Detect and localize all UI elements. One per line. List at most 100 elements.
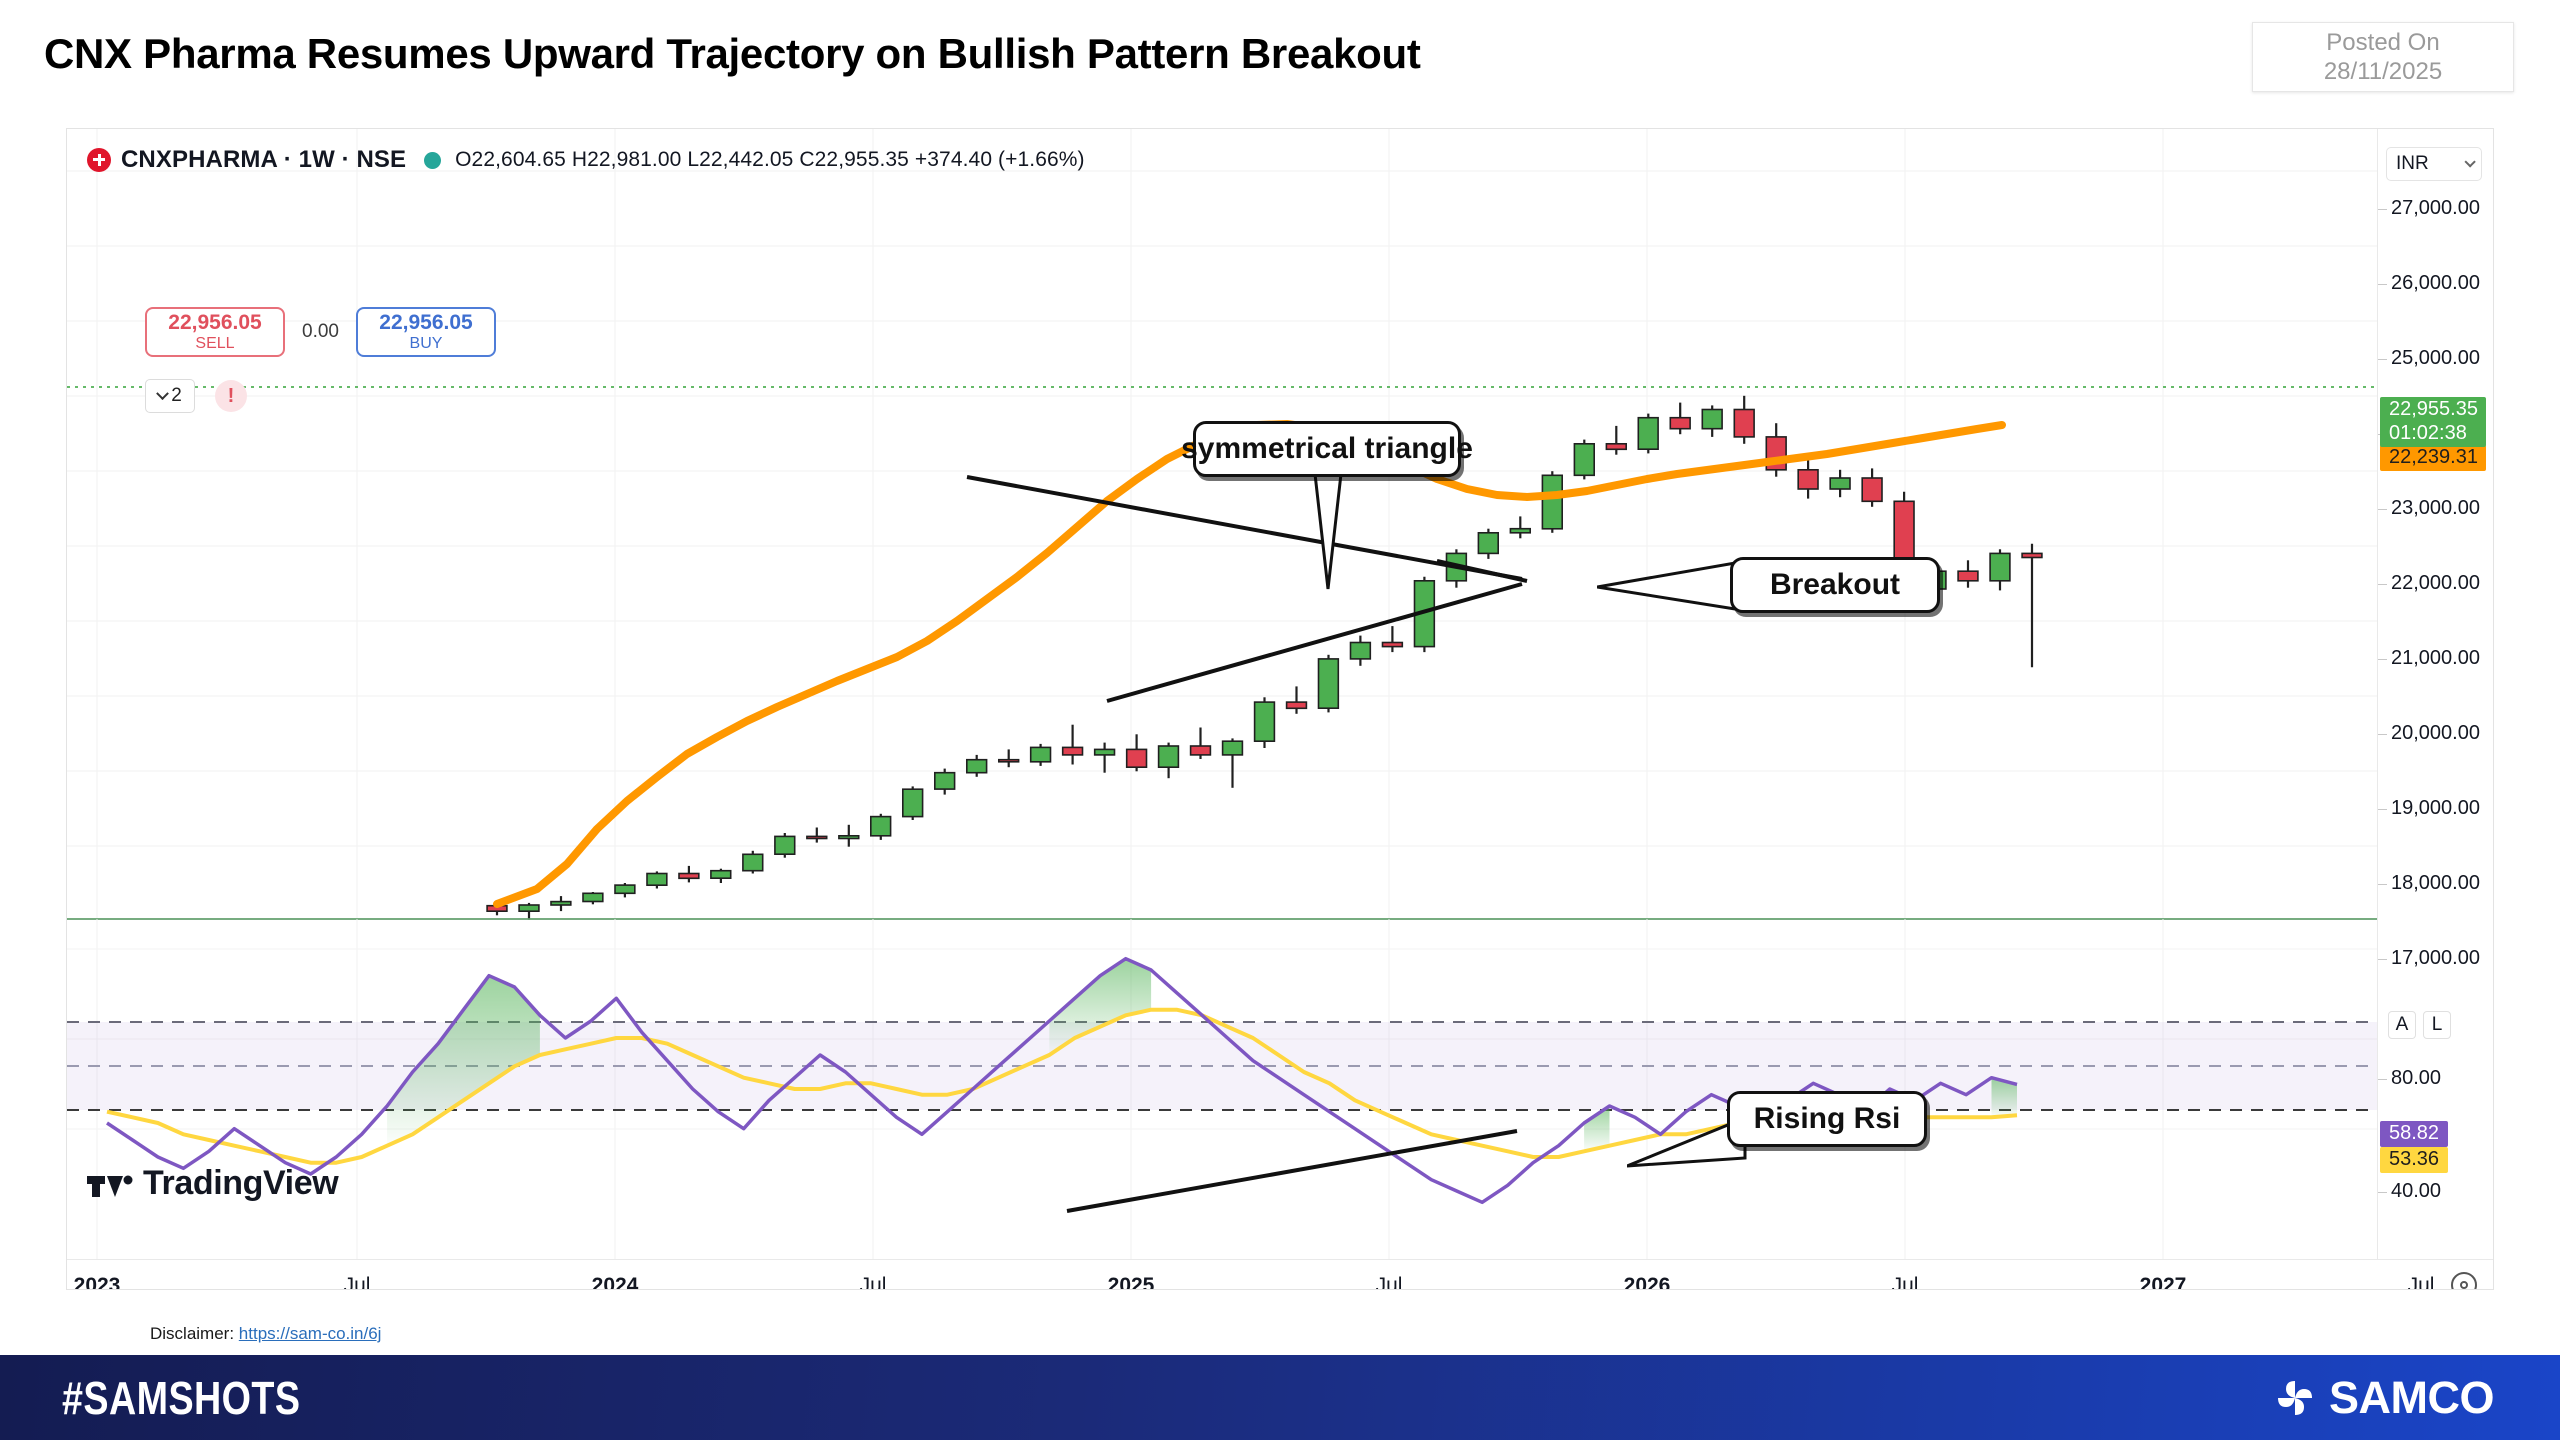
last-price-value: 22,955.35	[2389, 398, 2478, 421]
buy-label: BUY	[409, 334, 443, 352]
callout-symmetrical-triangle: symmetrical triangle	[1181, 421, 1473, 477]
axis-tick	[2378, 884, 2387, 885]
time-tick-label: 2026	[1623, 1274, 1671, 1290]
page-title: CNX Pharma Resumes Upward Trajectory on …	[44, 30, 1421, 77]
ema-price-badge: 22,239.31	[2380, 445, 2486, 471]
callout-breakout-pointer	[1597, 561, 1737, 611]
breakout-trendline-extension	[1436, 559, 1528, 583]
rsi-tick-label: 80.00	[2391, 1067, 2442, 1089]
price-vert-gridlines	[96, 129, 2164, 919]
symbol-label[interactable]: CNXPHARMA · 1W · NSE	[121, 146, 407, 173]
axis-tick	[2378, 1079, 2387, 1080]
price-axis[interactable]: INR 27,000.00 26,000.00 25,000.00 24,000…	[2377, 129, 2493, 1259]
tradingview-wordmark: TradingView	[143, 1164, 339, 1202]
axis-mode-buttons[interactable]: A L	[2388, 1011, 2451, 1039]
time-axis-settings-icon[interactable]	[2451, 1272, 2477, 1289]
rsi-line	[106, 956, 2018, 1205]
auto-scale-button[interactable]: A	[2388, 1011, 2416, 1039]
callout-rising-rsi: Rising Rsi	[1727, 1091, 1927, 1147]
price-tick-label: 26,000.00	[2391, 272, 2480, 294]
disclaimer-label: Disclaimer:	[150, 1324, 235, 1343]
price-pane[interactable]	[67, 129, 2377, 920]
price-tick-label: 22,000.00	[2391, 572, 2480, 594]
price-tick-label: 18,000.00	[2391, 872, 2480, 894]
warning-icon[interactable]: !	[215, 380, 247, 412]
price-plot-svg	[67, 129, 2377, 920]
chevron-down-icon	[156, 386, 170, 400]
price-tick-label: 27,000.00	[2391, 197, 2480, 219]
quantity-row[interactable]: 2 !	[145, 379, 247, 413]
ohlc-values: O22,604.65 H22,981.00 L22,442.05 C22,955…	[455, 148, 1085, 171]
time-tick-label: Jul	[343, 1274, 371, 1290]
trade-buttons-row[interactable]: 22,956.05 SELL 0.00 22,956.05 BUY	[145, 307, 496, 357]
chevron-down-icon	[2464, 156, 2476, 168]
axis-tick	[2378, 734, 2387, 735]
disclaimer: Disclaimer: https://sam-co.in/6j	[150, 1324, 381, 1344]
rsi-ma-value-badge: 53.36	[2380, 1147, 2448, 1173]
log-scale-button[interactable]: L	[2423, 1011, 2451, 1039]
time-axis[interactable]: 2023 Jul 2024 Jul 2025 Jul 2026 Jul 2027…	[67, 1259, 2493, 1290]
rsi-pane[interactable]	[67, 919, 2377, 1259]
footer-hashtag: #SAMSHOTS	[62, 1371, 301, 1424]
axis-tick	[2378, 584, 2387, 585]
price-tick-label: 25,000.00	[2391, 347, 2480, 369]
quantity-value: 2	[171, 385, 182, 406]
axis-tick	[2378, 1192, 2387, 1193]
last-price-badge: 22,955.35 01:02:38	[2380, 397, 2486, 447]
buy-button[interactable]: 22,956.05 BUY	[355, 307, 496, 357]
rsi-tick-label: 40.00	[2391, 1180, 2442, 1202]
time-tick-label: Jul	[1891, 1274, 1919, 1290]
price-tick-label: 21,000.00	[2391, 647, 2480, 669]
sell-button[interactable]: 22,956.05 SELL	[145, 307, 285, 357]
rsi-rising-trendline	[1066, 1129, 1518, 1213]
posted-on-label: Posted On	[2326, 28, 2440, 56]
footer-brand: SAMCO	[2272, 1372, 2495, 1424]
time-tick-label: 2025	[1107, 1274, 1155, 1290]
market-status-dot-icon	[424, 151, 442, 169]
page-footer: #SAMSHOTS SAMCO	[0, 1355, 2560, 1440]
axis-tick	[2378, 284, 2387, 285]
pane-separator	[67, 918, 2377, 920]
samco-pinwheel-icon	[2278, 1380, 2312, 1415]
axis-tick	[2378, 659, 2387, 660]
rsi-moving-average-line	[106, 1007, 2018, 1165]
currency-label: INR	[2396, 153, 2429, 174]
price-tick-label: 20,000.00	[2391, 722, 2480, 744]
tradingview-chart-panel[interactable]: CNXPHARMA · 1W · NSE O22,604.65 H22,981.…	[66, 128, 2494, 1290]
posted-on-box: Posted On 28/11/2025	[2252, 22, 2514, 92]
ema-overlay-line	[493, 420, 2006, 908]
time-tick-label: 2027	[2139, 1274, 2187, 1290]
spread-value: 0.00	[302, 321, 339, 342]
quantity-stepper[interactable]: 2	[145, 379, 195, 413]
tradingview-mark-icon	[87, 1170, 133, 1198]
rsi-plot-svg	[67, 919, 2377, 1259]
triangle-lower-trendline	[1106, 582, 1523, 703]
callout-symmetrical-triangle-pointer	[1313, 474, 1343, 590]
time-tick-label: 2023	[73, 1274, 121, 1290]
axis-tick	[2378, 809, 2387, 810]
rsi-overbought-fill	[387, 958, 2017, 1152]
posted-on-date: 28/11/2025	[2323, 58, 2443, 85]
page-header: CNX Pharma Resumes Upward Trajectory on …	[0, 0, 2560, 120]
chart-legend[interactable]: CNXPHARMA · 1W · NSE O22,604.65 H22,981.…	[87, 145, 1085, 175]
price-tick-label: 23,000.00	[2391, 497, 2480, 519]
axis-tick	[2378, 209, 2387, 210]
disclaimer-link[interactable]: https://sam-co.in/6j	[238, 1324, 382, 1343]
price-tick-label: 17,000.00	[2391, 947, 2480, 969]
time-tick-label: 2024	[591, 1274, 639, 1290]
tradingview-logo: TradingView	[87, 1164, 339, 1203]
rsi-vert-gridlines	[96, 919, 2164, 1259]
triangle-upper-trendline	[966, 475, 1523, 581]
time-tick-label: Jul	[2407, 1274, 2435, 1290]
axis-tick	[2378, 959, 2387, 960]
time-tick-label: Jul	[859, 1274, 887, 1290]
price-tick-label: 19,000.00	[2391, 797, 2480, 819]
axis-tick	[2378, 359, 2387, 360]
sell-label: SELL	[195, 334, 235, 352]
callout-breakout: Breakout	[1730, 557, 1940, 613]
time-tick-label: Jul	[1375, 1274, 1403, 1290]
axis-tick	[2378, 509, 2387, 510]
buy-price: 22,956.05	[379, 311, 473, 335]
currency-selector[interactable]: INR	[2386, 147, 2482, 181]
